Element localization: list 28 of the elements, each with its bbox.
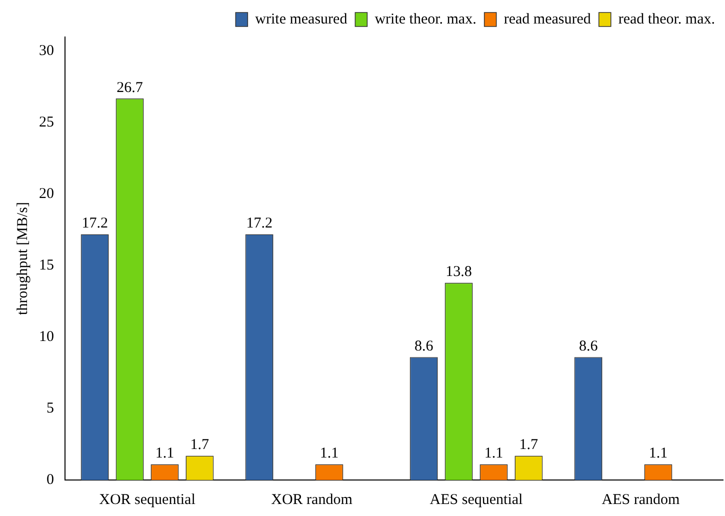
data-label: 1.7	[519, 437, 539, 454]
data-label: 13.8	[446, 264, 472, 280]
data-label: 8.6	[414, 338, 434, 355]
y-tick-label: 0	[46, 472, 54, 488]
y-tick-label: 5	[46, 400, 54, 416]
y-axis-title: throughput [MB/s]	[14, 202, 31, 315]
legend-label: write theor. max.	[374, 11, 476, 28]
legend-label: read measured	[504, 11, 592, 28]
y-tick-label: 10	[39, 329, 54, 346]
x-tick-label: XOR sequential	[99, 492, 196, 508]
data-label: 1.1	[484, 446, 504, 462]
x-tick-label: XOR random	[271, 492, 353, 508]
y-tick-label: 20	[39, 186, 54, 202]
data-label: 1.1	[155, 446, 174, 462]
data-label: 26.7	[116, 80, 144, 96]
data-label: 17.2	[246, 216, 272, 232]
data-label: 8.6	[578, 338, 598, 355]
data-label: 1.1	[648, 446, 668, 462]
data-label: 17.2	[82, 216, 108, 232]
x-tick-label: AES sequential	[430, 492, 523, 508]
y-tick-label: 30	[39, 43, 54, 60]
y-tick-label: 25	[39, 114, 54, 131]
data-label: 1.1	[320, 446, 339, 462]
legend-label: read theor. max.	[618, 11, 716, 28]
y-tick-label: 15	[39, 258, 54, 274]
x-tick-label: AES random	[602, 492, 680, 508]
data-label: 1.7	[190, 437, 210, 454]
legend-label: write measured	[255, 11, 348, 28]
